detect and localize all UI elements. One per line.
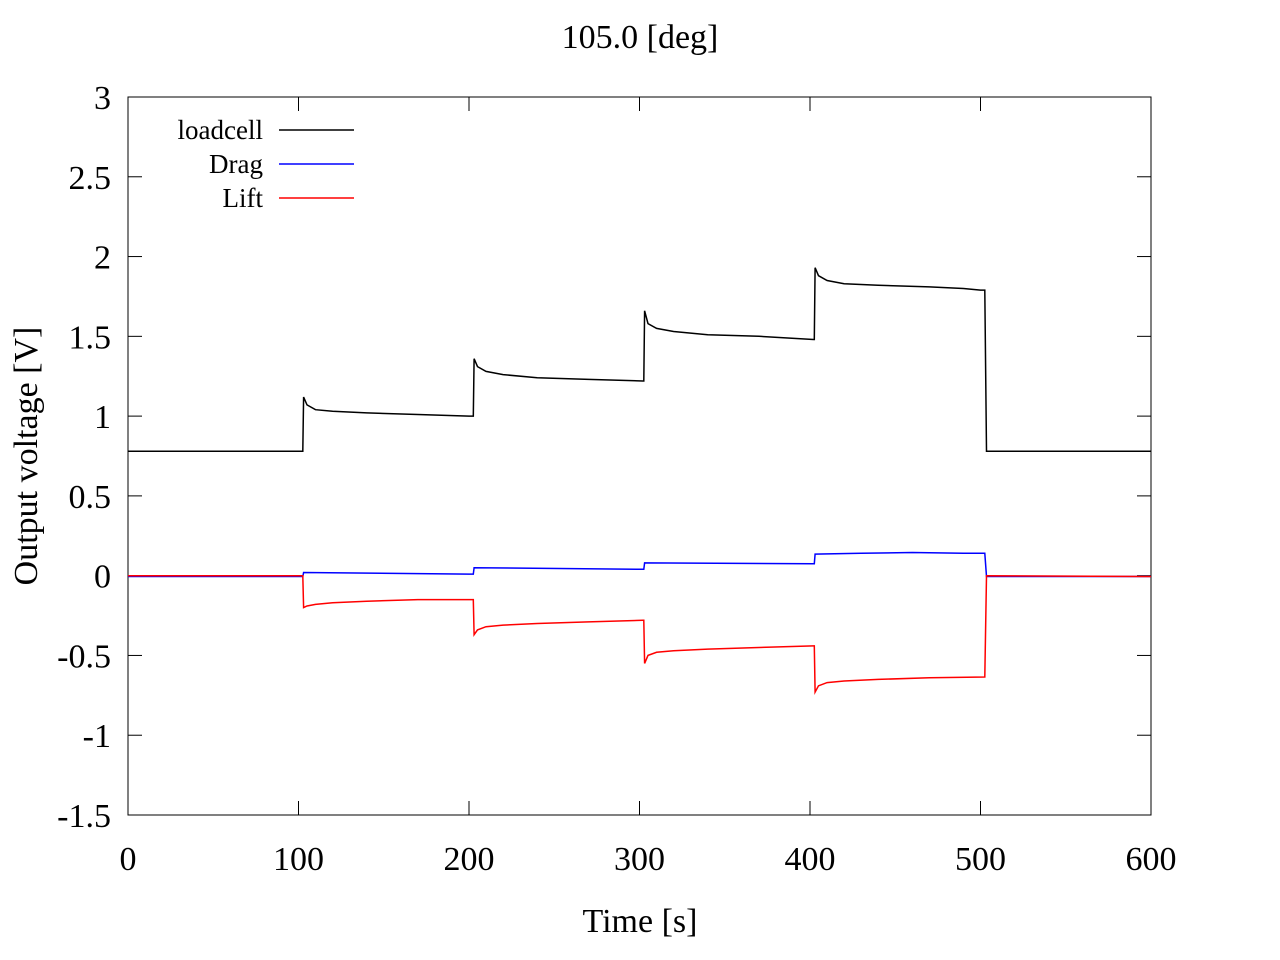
y-tick-label: 1	[94, 399, 111, 436]
legend: loadcell Drag Lift	[178, 115, 354, 213]
series-line-lift	[128, 574, 1152, 695]
x-tick-label: 500	[955, 841, 1006, 878]
series-lines	[128, 267, 1152, 695]
y-tick-label: 0.5	[69, 479, 112, 516]
x-tick-label: 600	[1126, 841, 1177, 878]
y-tick-label: 2	[94, 240, 111, 277]
series-line-drag	[128, 551, 1151, 578]
x-axis-label: Time [s]	[583, 903, 698, 940]
series-line-loadcell	[128, 267, 1151, 452]
y-tick-label: -0.5	[57, 638, 111, 675]
chart-title: 105.0 [deg]	[562, 19, 719, 56]
legend-label-drag: Drag	[209, 149, 263, 179]
y-tick-label: -1	[83, 718, 111, 755]
x-tick-label: 200	[444, 841, 495, 878]
ticks: 0 100 200 300 400 500 600 3 2.5 2 1.5 1 0.5 0 -0.5 -1 -1…	[57, 80, 1176, 878]
legend-label-lift: Lift	[223, 183, 264, 213]
legend-label-loadcell: loadcell	[178, 115, 263, 145]
y-axis-label: Output voltage [V]	[8, 327, 45, 586]
y-tick-label: 2.5	[69, 160, 112, 197]
y-tick-label: 0	[94, 559, 111, 596]
x-tick-label: 0	[120, 841, 137, 878]
y-tick-label: -1.5	[57, 798, 111, 835]
plot-frame	[127, 96, 1152, 816]
x-tick-label: 400	[785, 841, 836, 878]
y-tick-label: 1.5	[69, 319, 112, 356]
y-tick-label: 3	[94, 80, 111, 117]
x-tick-label: 100	[273, 841, 324, 878]
x-tick-label: 300	[614, 841, 665, 878]
